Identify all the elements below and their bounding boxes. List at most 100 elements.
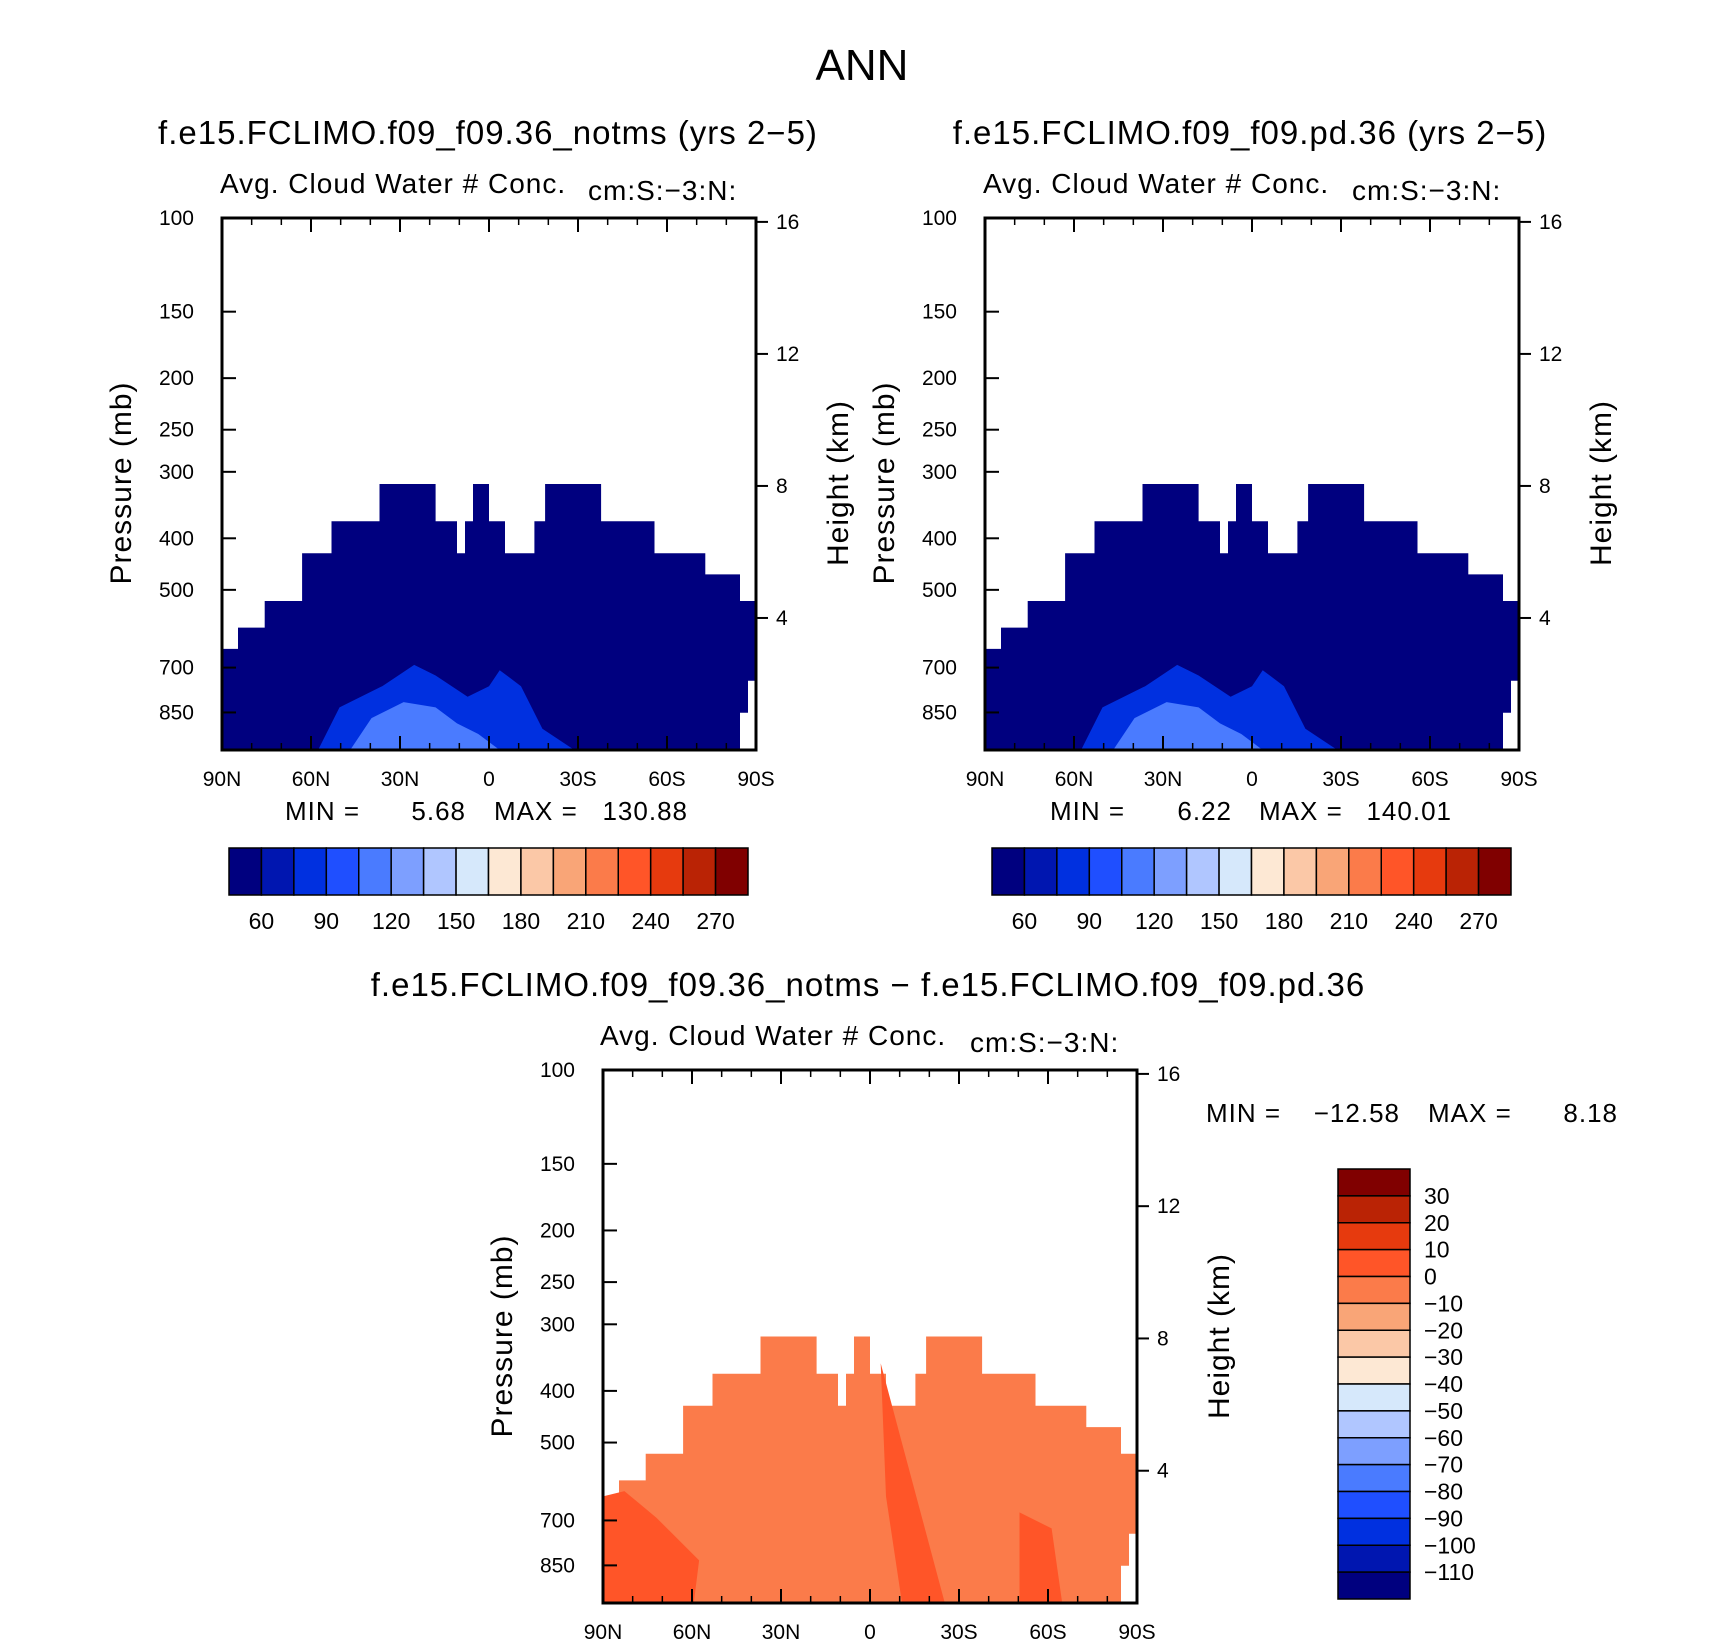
x-tick-label: 30S <box>1322 768 1359 791</box>
colorbar-swatch <box>1477 847 1512 896</box>
field-core <box>350 702 500 750</box>
colorbar: 60 90 120 150 180 210 240 270 <box>228 847 749 934</box>
colorbar-label: 120 <box>1135 908 1173 934</box>
colorbar-label: −100 <box>1424 1532 1476 1558</box>
colorbar-label: 180 <box>502 908 540 934</box>
x-tick-label: 30N <box>762 1621 801 1639</box>
y2-tick-label: 16 <box>776 211 799 234</box>
y-tick-label: 250 <box>159 419 194 442</box>
y-tick-label: 300 <box>159 461 194 484</box>
field-core <box>1019 1512 1063 1603</box>
panel-title: f.e15.FCLIMO.f09_f09.pd.36 (yrs 2−5) <box>953 114 1548 151</box>
max-label: MAX = <box>1428 1098 1512 1128</box>
panel-title: f.e15.FCLIMO.f09_f09.36_notms (yrs 2−5) <box>158 114 818 151</box>
colorbar-swatch <box>487 847 522 896</box>
plot-axes: 100 150 200 250 300 400 500 700 850 16 12 8 4 90N 60N 3… <box>540 1059 1180 1639</box>
y2-tick-label: 16 <box>1157 1063 1180 1086</box>
y-tick-label: 100 <box>159 207 194 230</box>
y2-axis-label: Height (km) <box>1203 1253 1236 1419</box>
colorbar-swatch <box>455 847 490 896</box>
colorbar-label: −80 <box>1424 1479 1463 1505</box>
y-tick-label: 400 <box>922 527 957 550</box>
y2-tick-label: 16 <box>1539 211 1562 234</box>
y-tick-label: 200 <box>159 367 194 390</box>
colorbar-label: 60 <box>249 908 275 934</box>
colorbar-swatch <box>1337 1571 1411 1600</box>
colorbar-swatch <box>1380 847 1415 896</box>
colorbar-swatch <box>1121 847 1155 896</box>
colorbar-swatch <box>617 847 652 896</box>
y-tick-label: 100 <box>922 207 957 230</box>
field-core <box>1113 702 1263 750</box>
colorbar-label: −110 <box>1424 1559 1474 1585</box>
x-tick-label: 0 <box>1246 768 1258 791</box>
colorbar-swatch <box>552 847 587 896</box>
field-region <box>222 484 756 750</box>
x-tick-label: 90S <box>1500 768 1537 791</box>
colorbar-swatch <box>1337 1222 1411 1251</box>
colorbar-swatch <box>1337 1517 1411 1546</box>
colorbar-swatch <box>1337 1383 1411 1412</box>
colorbar-swatch <box>1412 847 1447 896</box>
y2-tick-label: 4 <box>1157 1460 1169 1483</box>
y-tick-label: 250 <box>922 419 957 442</box>
x-tick-label: 90N <box>966 768 1005 791</box>
colorbar-label: 210 <box>567 908 605 934</box>
y-tick-label: 150 <box>540 1153 575 1176</box>
panel-pd: f.e15.FCLIMO.f09_f09.pd.36 (yrs 2−5) Avg… <box>868 114 1618 934</box>
colorbar-label: 240 <box>632 908 670 934</box>
min-value: −12.58 <box>1314 1098 1400 1128</box>
colorbar-swatch <box>1337 1356 1411 1385</box>
field-region <box>985 484 1519 750</box>
contour-field <box>603 1336 1137 1603</box>
x-tick-label: 60N <box>292 768 331 791</box>
colorbar-swatch <box>1348 847 1382 896</box>
field-core <box>880 1363 945 1603</box>
y-tick-label: 300 <box>922 461 957 484</box>
colorbar-label: −30 <box>1424 1344 1463 1370</box>
colorbar-swatch <box>1337 1275 1411 1305</box>
colorbar-label: 150 <box>437 908 475 934</box>
colorbar-swatch <box>1088 847 1123 896</box>
colorbar-label: 0 <box>1424 1264 1437 1290</box>
x-tick-label: 30S <box>940 1621 977 1639</box>
x-tick-label: 30N <box>1144 768 1183 791</box>
y-tick-label: 300 <box>540 1313 575 1336</box>
y2-tick-label: 12 <box>776 343 799 366</box>
y2-tick-label: 8 <box>776 475 788 498</box>
panel-subtitle: Avg. Cloud Water # Conc. <box>220 168 566 199</box>
colorbar-swatch <box>1337 1437 1411 1466</box>
min-label: MIN = <box>1206 1098 1281 1128</box>
field-region <box>603 1336 1137 1603</box>
plot-axes: 100 150 200 250 300 400 500 700 850 16 12 8 4 90N 60N 3… <box>922 207 1562 791</box>
x-tick-label: 60N <box>1055 768 1094 791</box>
y-tick-label: 500 <box>540 1432 575 1455</box>
colorbar-label: 240 <box>1395 908 1433 934</box>
colorbar-swatch <box>1337 1302 1411 1331</box>
colorbar-label: −60 <box>1424 1425 1463 1451</box>
colorbar-swatch <box>520 847 555 896</box>
colorbar-swatch <box>1337 1248 1411 1278</box>
colorbar-swatch <box>1337 1544 1411 1573</box>
y2-tick-label: 4 <box>1539 607 1551 630</box>
colorbar-swatch <box>1218 847 1253 896</box>
colorbar-label: −10 <box>1424 1290 1463 1316</box>
y-tick-label: 400 <box>540 1380 575 1403</box>
y-tick-label: 200 <box>540 1219 575 1242</box>
contour-field <box>222 484 756 750</box>
colorbar-swatch <box>1023 847 1058 896</box>
y-tick-label: 100 <box>540 1059 575 1082</box>
y2-tick-label: 4 <box>776 607 788 630</box>
colorbar-label: −50 <box>1424 1398 1463 1424</box>
colorbar-label: 10 <box>1424 1237 1450 1263</box>
colorbar-swatch <box>1337 1410 1411 1439</box>
colorbar-swatch <box>390 847 425 896</box>
colorbar-swatch <box>1337 1490 1411 1520</box>
y2-axis-label: Height (km) <box>1585 400 1618 566</box>
max-value: 130.88 <box>602 796 688 826</box>
min-label: MIN = <box>1050 796 1125 826</box>
x-tick-label: 60S <box>648 768 685 791</box>
colorbar-swatch <box>1337 1195 1411 1224</box>
colorbar-label: 210 <box>1330 908 1368 934</box>
